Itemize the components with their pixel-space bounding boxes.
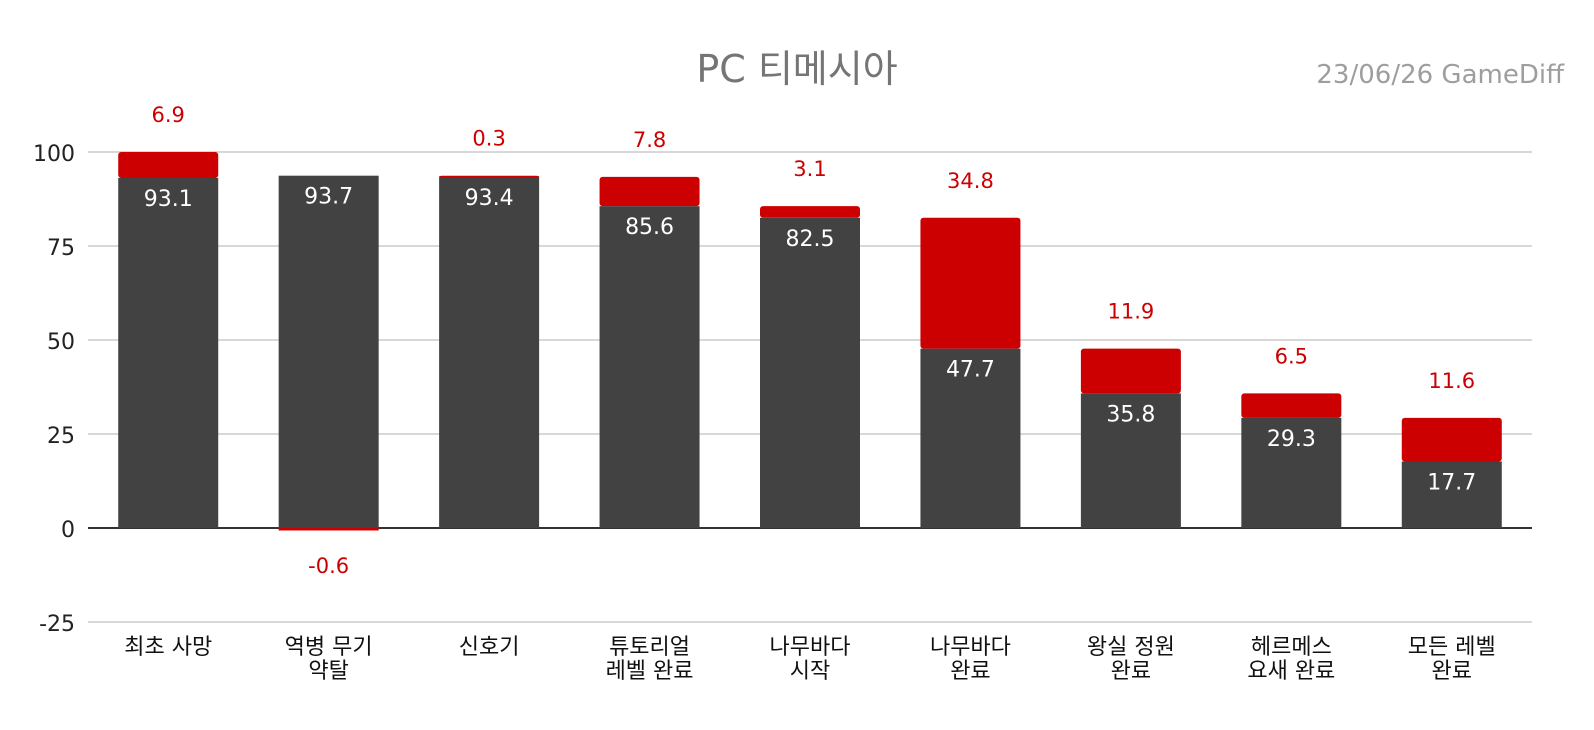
x-category-label: 시작 (790, 659, 830, 684)
bar-segment-value-label: 11.6 (1428, 369, 1475, 393)
bar-base-value-label: 93.1 (144, 187, 193, 212)
x-category-label: 완료 (1111, 659, 1151, 684)
x-category-label: 최초 사망 (124, 635, 212, 660)
x-category-label: 요새 완료 (1247, 659, 1335, 684)
x-category-label: 완료 (1432, 659, 1472, 684)
bar-segment-value-label: 11.9 (1108, 300, 1155, 324)
bar-segment (1401, 417, 1502, 462)
bar-segment-value-label: 0.3 (472, 127, 505, 151)
x-category-label: 왕실 정원 (1087, 635, 1175, 660)
bar-base-value-label: 47.7 (946, 358, 995, 383)
x-category-label: 레벨 완료 (606, 659, 694, 684)
y-tick-label: 75 (47, 236, 75, 261)
chart-title: PC 티메시아 (696, 47, 898, 91)
bar-segment (920, 217, 1021, 349)
x-category-label: 신호기 (459, 635, 520, 660)
bar-base-value-label: 82.5 (786, 227, 835, 252)
bar-segment (760, 206, 860, 218)
bar-base (1080, 393, 1181, 528)
x-category-label: 튜토리얼 (609, 635, 690, 660)
bar-segment-value-label: 6.9 (152, 103, 185, 127)
bar-base (278, 175, 379, 529)
y-tick-label: -25 (39, 612, 75, 637)
bar-segment-value-label: 7.8 (633, 128, 666, 152)
bar-base (1241, 417, 1342, 528)
bar-base (920, 348, 1021, 528)
bar-segment (1080, 348, 1181, 394)
bar-base (439, 176, 540, 529)
bar-base-value-label: 35.8 (1106, 402, 1155, 427)
bar-base-value-label: 93.4 (465, 186, 514, 211)
bar-base-value-label: 17.7 (1427, 470, 1476, 495)
bar-segment (439, 175, 540, 178)
bar-base-value-label: 29.3 (1267, 427, 1316, 452)
x-category-label: 약탈 (308, 659, 348, 684)
bar-base-value-label: 85.6 (625, 215, 674, 240)
bar-segment-value-label: 34.8 (947, 169, 994, 193)
x-category-label: 역병 무기 (285, 635, 373, 660)
y-tick-label: 50 (47, 330, 75, 355)
bar-segment (1241, 393, 1342, 418)
bar-base (599, 206, 700, 529)
x-category-label: 나무바다 (770, 635, 851, 660)
bar-segment (278, 528, 379, 531)
bar-segment-value-label: 3.1 (793, 157, 826, 181)
x-category-label: 완료 (950, 659, 990, 684)
bar-base (760, 217, 860, 529)
y-tick-label: 100 (33, 142, 75, 167)
x-category-label: 모든 레벨 (1408, 635, 1496, 660)
bar-segment-value-label: 6.5 (1275, 344, 1308, 368)
x-category-label: 나무바다 (930, 635, 1011, 660)
x-category-label: 헤르메스 (1251, 635, 1332, 660)
bar-base-value-label: 93.7 (304, 185, 353, 210)
bar-segment-value-label: -0.6 (308, 554, 349, 578)
y-tick-label: 0 (61, 518, 75, 543)
bar-base (118, 177, 219, 528)
y-tick-label: 25 (47, 424, 75, 449)
bar-segment (599, 176, 700, 207)
chart-note: 23/06/26 GameDiff (1316, 60, 1564, 90)
bar-base (1401, 461, 1502, 528)
bar-segment (118, 152, 219, 178)
